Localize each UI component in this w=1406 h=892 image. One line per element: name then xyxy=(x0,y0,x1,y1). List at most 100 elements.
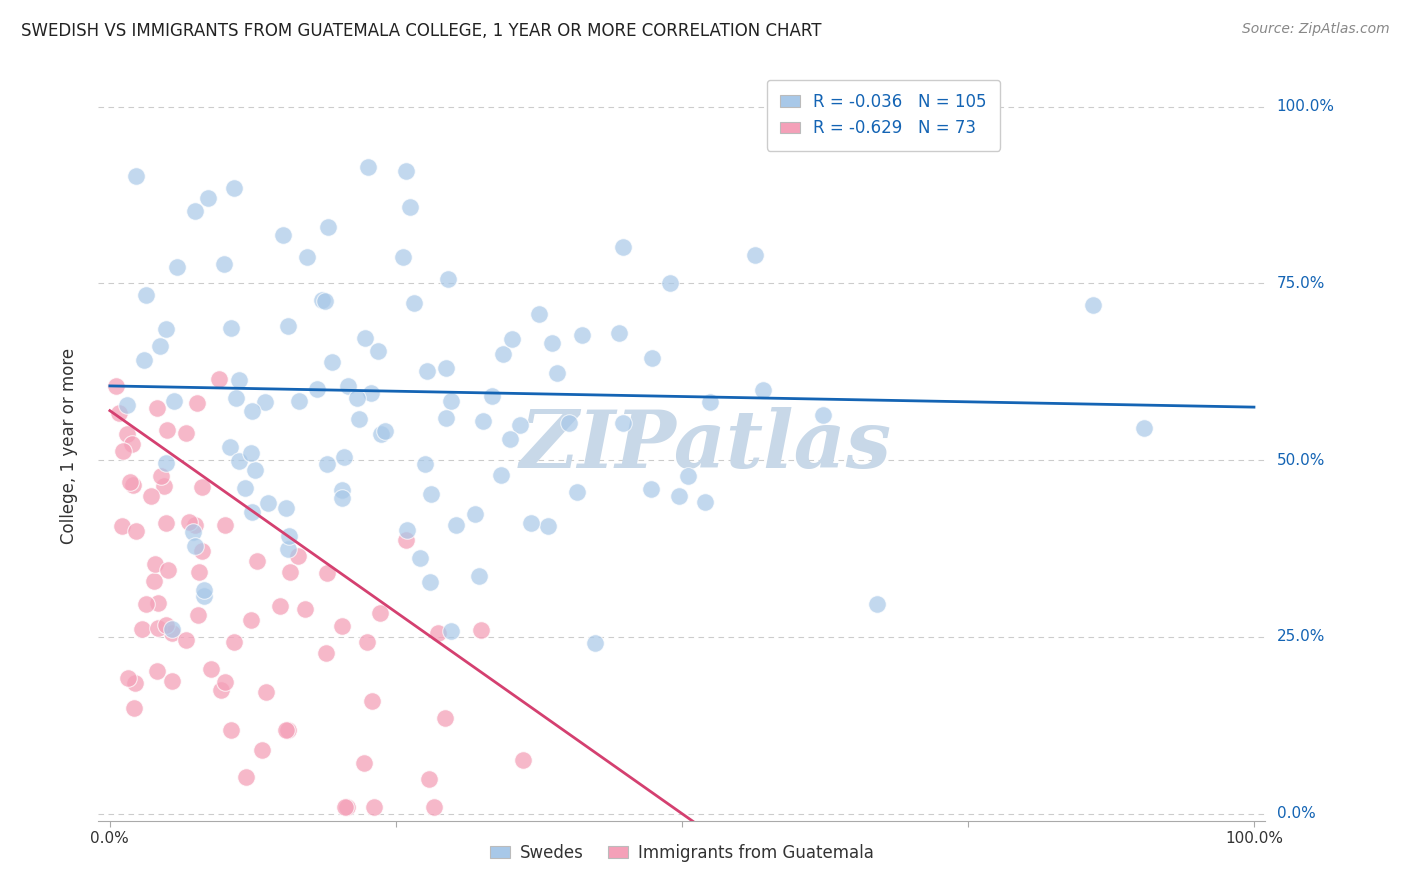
Point xyxy=(162,622,184,636)
Point xyxy=(501,332,523,346)
Point xyxy=(145,664,167,678)
Point xyxy=(197,191,219,205)
Point xyxy=(193,589,215,603)
Point xyxy=(508,417,530,432)
Point xyxy=(143,574,166,589)
Point xyxy=(330,619,353,633)
Point xyxy=(316,457,339,471)
Point xyxy=(208,372,231,386)
Point xyxy=(676,469,699,483)
Point xyxy=(191,544,214,558)
Point xyxy=(752,383,775,397)
Point xyxy=(246,554,269,568)
Point xyxy=(155,618,177,632)
Point xyxy=(347,411,370,425)
Point xyxy=(253,394,276,409)
Point xyxy=(332,491,354,505)
Point xyxy=(214,256,236,270)
Point xyxy=(271,227,294,242)
Point xyxy=(239,613,262,627)
Point xyxy=(423,799,446,814)
Point xyxy=(520,516,543,530)
Point xyxy=(146,596,169,610)
Point xyxy=(117,427,139,442)
Text: Source: ZipAtlas.com: Source: ZipAtlas.com xyxy=(1241,22,1389,37)
Point xyxy=(219,441,242,455)
Point xyxy=(245,463,267,477)
Point xyxy=(166,260,188,274)
Point xyxy=(233,482,256,496)
Point xyxy=(315,646,337,660)
Point xyxy=(330,483,353,497)
Point xyxy=(419,575,441,590)
Point xyxy=(124,524,146,539)
Point xyxy=(174,632,197,647)
Point xyxy=(157,563,180,577)
Point xyxy=(346,391,368,405)
Point xyxy=(336,799,359,814)
Point xyxy=(174,425,197,440)
Point xyxy=(333,450,356,465)
Point xyxy=(143,557,166,571)
Point xyxy=(135,288,157,302)
Point xyxy=(440,624,463,639)
Point xyxy=(135,597,157,611)
Point xyxy=(177,515,200,529)
Point xyxy=(250,743,273,757)
Point xyxy=(444,518,467,533)
Point xyxy=(235,770,257,784)
Point xyxy=(311,293,333,308)
Point xyxy=(276,500,298,515)
Point xyxy=(571,328,593,343)
Point xyxy=(278,529,301,543)
Point xyxy=(434,360,457,375)
Point xyxy=(108,406,131,420)
Point xyxy=(420,487,443,501)
Text: 0.0%: 0.0% xyxy=(1277,806,1315,821)
Point xyxy=(374,424,396,438)
Point xyxy=(187,565,209,579)
Point xyxy=(433,711,456,725)
Point xyxy=(583,636,606,650)
Point xyxy=(305,382,328,396)
Point xyxy=(481,389,503,403)
Point xyxy=(274,723,297,738)
Point xyxy=(693,494,716,508)
Point xyxy=(149,469,172,483)
Point xyxy=(225,392,247,406)
Point xyxy=(131,622,153,636)
Point xyxy=(537,519,560,533)
Point xyxy=(335,799,357,814)
Point xyxy=(146,401,169,415)
Point xyxy=(125,169,148,183)
Point xyxy=(607,326,630,341)
Point xyxy=(353,756,375,771)
Point xyxy=(395,533,418,548)
Point xyxy=(122,700,145,714)
Point xyxy=(295,250,318,264)
Point xyxy=(183,203,205,218)
Point xyxy=(200,662,222,676)
Point xyxy=(254,684,277,698)
Point xyxy=(219,321,242,335)
Point xyxy=(321,354,343,368)
Point xyxy=(546,366,568,380)
Point xyxy=(659,277,682,291)
Point xyxy=(278,565,301,579)
Point xyxy=(408,551,430,566)
Text: 25.0%: 25.0% xyxy=(1277,630,1324,644)
Point xyxy=(1081,298,1104,312)
Y-axis label: College, 1 year or more: College, 1 year or more xyxy=(59,348,77,544)
Point xyxy=(240,505,263,519)
Point xyxy=(641,351,664,366)
Point xyxy=(153,479,176,493)
Point xyxy=(287,549,309,563)
Point xyxy=(181,525,204,540)
Point xyxy=(117,671,139,685)
Point xyxy=(277,723,299,737)
Point xyxy=(104,379,127,393)
Point xyxy=(184,517,207,532)
Point xyxy=(565,485,588,500)
Point xyxy=(256,496,278,510)
Point xyxy=(184,539,207,553)
